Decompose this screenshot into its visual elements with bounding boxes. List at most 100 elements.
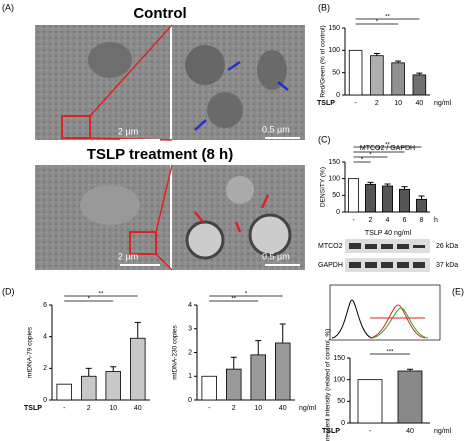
x-tick-label: 2 [232,405,236,412]
y-tick-label: 50 [337,398,345,405]
y-axis-label: DENSITY (%) [320,167,327,207]
y-tick-label: 150 [333,355,345,362]
blots [345,239,430,272]
y-tick-label: 4 [188,302,192,309]
heading: Control [133,5,186,22]
bar [381,185,393,213]
significance-label: ** [385,143,390,149]
x-tick-label: - [352,217,355,224]
x-tick-label: 8 [420,217,424,224]
bar [391,62,405,96]
significance-label: *** [386,350,394,356]
y-axis-label: mtDNA-79 copies [27,326,34,378]
x-axis-label: TSLP [322,428,340,435]
micrographs [35,24,305,271]
y-axis-label: mtDNA-230 copies [172,324,179,379]
x-tick-label: 2 [375,100,379,107]
y-tick-label: 0 [341,420,345,427]
bar [347,178,359,213]
x-axis-label: TSLP [317,100,335,107]
blot-name: MTCO2 [318,243,343,250]
x-tick-label: - [369,428,372,435]
significance-label: * [376,20,379,26]
blot-size: 26 kDa [436,243,458,250]
y-tick-label: 2 [43,365,47,372]
x-unit: h [434,217,438,224]
y-tick-label: 150 [328,159,340,166]
chart-title: MTCO2 / GAPDH [360,145,415,152]
x-tick-label: 6 [403,217,407,224]
flow-histogram [329,284,441,341]
y-tick-label: 100 [333,377,345,384]
bar [415,198,427,213]
significance-label: * [378,148,381,154]
bar [398,188,410,213]
x-tick-label: 10 [254,405,262,412]
bar [370,55,384,96]
bar [397,370,423,424]
panel-label: (E) [452,286,464,296]
significance-label: * [369,153,372,159]
y-tick-label: 50 [332,70,340,77]
scale-label: 2 µm [118,126,138,136]
y-tick-label: 0 [336,92,340,99]
x-tick-label: 2 [87,405,91,412]
y-tick-label: 0 [43,397,47,404]
scale-label: 2 µm [118,251,138,261]
significance-label: ** [99,292,104,298]
y-tick-label: 1 [188,373,192,380]
significance-label: ** [385,15,390,21]
bar [357,379,383,424]
y-axis-label: Fluorescent intensity (related of contro… [325,329,332,441]
bar [274,342,291,401]
bar [225,368,242,401]
y-tick-label: 0 [336,209,340,216]
significance-label: ** [231,297,236,303]
scale-label: 0.5 µm [262,124,290,134]
bar [56,383,73,401]
bar [105,371,122,401]
bar [348,49,363,96]
x-tick-label: 40 [134,405,142,412]
x-tick-label: 2 [369,217,373,224]
y-tick-label: 0 [188,397,192,404]
y-tick-label: 6 [43,302,47,309]
y-tick-label: 100 [328,176,340,183]
x-tick-label: 10 [109,405,117,412]
y-tick-label: 100 [328,47,340,54]
heading: TSLP treatment (8 h) [87,146,233,163]
bar [81,375,97,401]
y-tick-label: 3 [188,326,192,333]
bar [364,183,376,213]
panel-label: (C) [318,134,331,144]
y-tick-label: 50 [332,192,340,199]
bar [201,375,217,401]
x-tick-label: - [208,405,211,412]
panel-label: (B) [318,2,330,12]
significance-label: * [361,158,364,164]
blot-caption: TSLP 40 ng/ml [365,230,412,237]
scale-label: 0.5 µm [262,251,290,261]
panel-label: (D) [2,286,15,296]
y-tick-label: 2 [188,349,192,356]
bar [250,354,266,401]
x-tick-label: 40 [415,100,423,107]
panel-label: (A) [2,2,14,12]
x-tick-label: 40 [279,405,287,412]
bar [412,74,427,96]
bar [129,337,146,401]
blot-size: 37 kDa [436,262,458,269]
x-tick-label: - [63,405,66,412]
x-unit: ng/ml [299,405,317,412]
x-unit: ng/ml [434,100,452,107]
significance-label: * [245,292,248,298]
x-axis-label: TSLP [24,405,42,412]
y-tick-label: 150 [328,25,340,32]
significance-label: * [88,297,91,303]
x-unit: ng/ml [434,428,452,435]
x-tick-label: 40 [406,428,414,435]
x-tick-label: 4 [386,217,390,224]
x-tick-label: 10 [394,100,402,107]
blot-name: GAPDH [318,262,343,269]
